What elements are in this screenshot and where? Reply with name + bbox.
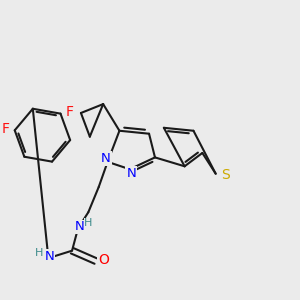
Text: N: N <box>101 152 111 165</box>
Text: H: H <box>84 218 92 228</box>
Text: H: H <box>35 248 43 258</box>
Text: N: N <box>45 250 55 263</box>
Text: S: S <box>221 168 230 182</box>
Text: O: O <box>99 253 110 267</box>
Text: N: N <box>75 220 84 233</box>
Text: N: N <box>126 167 136 180</box>
Text: F: F <box>1 122 9 136</box>
Text: F: F <box>66 105 74 119</box>
